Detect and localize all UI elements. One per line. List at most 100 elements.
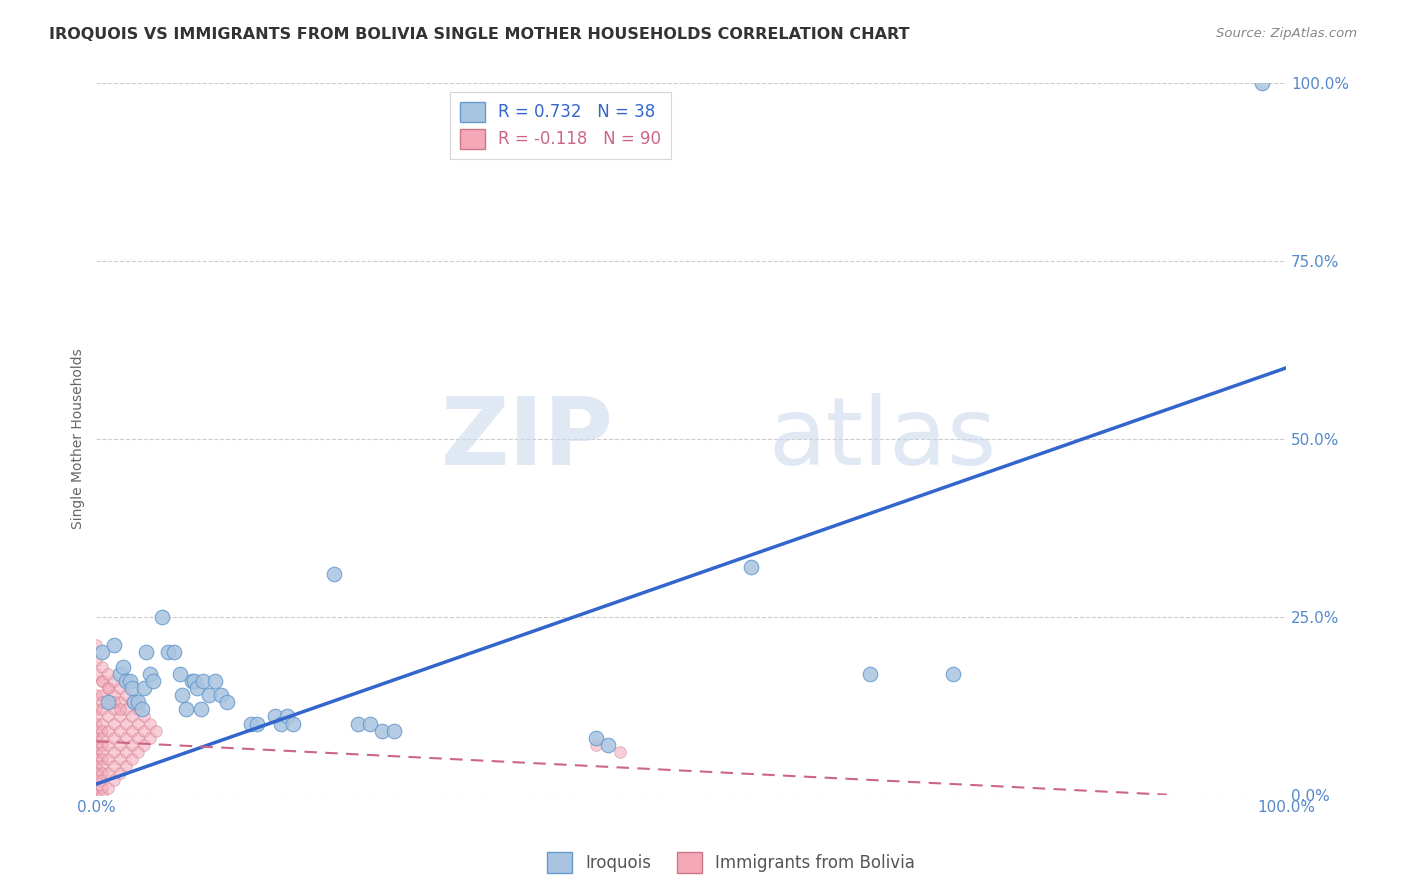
Point — [91, 659, 114, 673]
Point — [86, 766, 108, 780]
Point — [103, 745, 125, 759]
Point — [91, 773, 114, 788]
Point — [86, 745, 108, 759]
Point — [86, 666, 108, 681]
Point — [347, 716, 370, 731]
Point — [127, 716, 149, 731]
Point — [91, 695, 114, 709]
Point — [858, 666, 880, 681]
Point — [91, 766, 114, 780]
Point — [108, 702, 131, 716]
Point — [246, 716, 269, 731]
Point — [740, 560, 762, 574]
Point — [91, 788, 114, 802]
Point — [132, 681, 155, 695]
Text: ZIP: ZIP — [441, 393, 614, 485]
Point — [270, 716, 292, 731]
Point — [91, 673, 114, 688]
Text: atlas: atlas — [769, 393, 997, 485]
Point — [91, 723, 114, 738]
Point — [180, 673, 202, 688]
Point — [86, 709, 108, 723]
Point — [323, 567, 346, 582]
Point — [103, 638, 125, 652]
Point — [97, 709, 120, 723]
Point — [156, 645, 179, 659]
Point — [103, 716, 125, 731]
Point — [103, 773, 125, 788]
Point — [132, 723, 155, 738]
Point — [942, 666, 965, 681]
Y-axis label: Single Mother Households: Single Mother Households — [72, 349, 86, 530]
Point — [97, 752, 120, 766]
Point — [115, 731, 138, 745]
Point — [108, 666, 131, 681]
Point — [1251, 77, 1274, 91]
Point — [86, 780, 108, 795]
Point — [86, 702, 108, 716]
Point — [97, 723, 120, 738]
Point — [609, 745, 631, 759]
Point — [108, 695, 131, 709]
Point — [240, 716, 263, 731]
Point — [103, 695, 125, 709]
Point — [86, 738, 108, 752]
Point — [91, 738, 114, 752]
Point — [139, 731, 162, 745]
Point — [276, 709, 298, 723]
Legend: Iroquois, Immigrants from Bolivia: Iroquois, Immigrants from Bolivia — [541, 846, 921, 880]
Point — [121, 723, 143, 738]
Point — [86, 788, 108, 802]
Point — [135, 645, 157, 659]
Point — [103, 759, 125, 773]
Point — [91, 702, 114, 716]
Point — [91, 780, 114, 795]
Point — [132, 738, 155, 752]
Point — [121, 709, 143, 723]
Point — [115, 688, 138, 702]
Point — [142, 673, 165, 688]
Point — [145, 723, 167, 738]
Point — [585, 731, 607, 745]
Point — [118, 673, 141, 688]
Point — [86, 638, 108, 652]
Point — [139, 666, 162, 681]
Point — [139, 716, 162, 731]
Point — [103, 673, 125, 688]
Point — [97, 695, 120, 709]
Point — [103, 688, 125, 702]
Point — [103, 731, 125, 745]
Point — [127, 695, 149, 709]
Point — [108, 709, 131, 723]
Point — [86, 773, 108, 788]
Point — [585, 738, 607, 752]
Point — [115, 745, 138, 759]
Point — [91, 752, 114, 766]
Point — [174, 702, 197, 716]
Point — [108, 766, 131, 780]
Point — [86, 752, 108, 766]
Point — [371, 723, 394, 738]
Point — [115, 702, 138, 716]
Point — [97, 766, 120, 780]
Legend: R = 0.732   N = 38, R = -0.118   N = 90: R = 0.732 N = 38, R = -0.118 N = 90 — [450, 92, 671, 159]
Point — [91, 716, 114, 731]
Point — [86, 688, 108, 702]
Point — [91, 688, 114, 702]
Point — [108, 681, 131, 695]
Point — [169, 666, 191, 681]
Point — [97, 681, 120, 695]
Point — [209, 688, 232, 702]
Point — [596, 738, 619, 752]
Point — [91, 731, 114, 745]
Point — [97, 695, 120, 709]
Point — [97, 780, 120, 795]
Point — [204, 673, 226, 688]
Point — [163, 645, 186, 659]
Point — [97, 666, 120, 681]
Point — [91, 759, 114, 773]
Text: Source: ZipAtlas.com: Source: ZipAtlas.com — [1216, 27, 1357, 40]
Point — [108, 738, 131, 752]
Point — [193, 673, 215, 688]
Point — [86, 731, 108, 745]
